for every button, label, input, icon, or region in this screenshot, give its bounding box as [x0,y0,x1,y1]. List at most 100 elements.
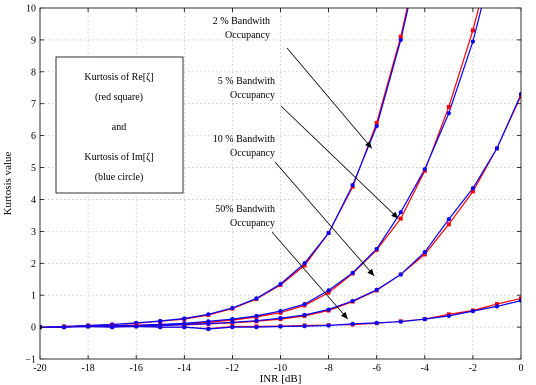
series-im-point [398,210,403,215]
series-im-point [230,317,235,322]
series-im-point [326,307,331,312]
series-im-point [374,320,379,326]
series-im-point [254,313,259,319]
series-im-point [61,324,67,330]
series-im-point [374,123,379,129]
series-im-point [278,324,283,329]
y-tick-label: 10 [26,4,36,15]
annotation-arrow-head [391,211,399,219]
x-tick-label: 0 [519,363,524,374]
series-im-point [158,324,163,330]
series-im-point [134,324,139,329]
series-im-point [206,321,211,326]
series-im-point [470,39,475,44]
annotation-arrow-line [274,161,375,277]
series-im-point [110,324,115,330]
x-tick-label: -2 [469,363,477,374]
y-tick-label: 7 [31,99,36,110]
series-im-point [278,316,283,321]
series-group-3 [40,296,521,332]
series-im-point [494,304,500,309]
annotation-arrow-head [341,311,348,320]
series-im-point [302,312,307,318]
legend-line-4: Kurtosis of Im[ζ] [84,152,153,163]
y-axis-label: Kurtosis value [2,151,14,215]
y-tick-label: 9 [31,35,36,46]
series-im-point [254,324,259,330]
series-im-point [278,309,283,314]
y-tick-label: 0 [31,323,36,334]
series-re-point [326,290,331,295]
series-im-point [182,316,187,321]
axis-ticks: -20 -18 -16 -14 -12 -10 -8 -6 -4 -2 0−101234567891… [25,4,523,375]
x-tick-label: -4 [421,363,429,374]
series-im-point [422,317,427,322]
annotation-2pct-line-2: Occupancy [225,30,270,41]
series-re-point [470,28,475,33]
series-im-point [302,324,307,329]
series-im-point [302,302,307,307]
series-im-point [350,321,355,326]
x-tick-label: -12 [226,363,239,374]
legend-line-2: (red square) [95,92,143,103]
series-im-point [206,326,211,332]
y-tick-label: 5 [31,163,36,174]
series-re-point [302,263,307,268]
annotation-arrow-head [365,141,372,149]
series-re-point [446,222,451,227]
x-tick-label: -20 [33,363,46,374]
series-im-point [326,230,331,236]
series-im-point [230,324,235,330]
series-im-point [350,298,355,304]
series-im-point [230,305,235,311]
y-tick-label: −1 [25,355,36,366]
annotation-arrow-head [367,268,375,276]
plot-area [40,8,521,332]
annotation-5pct-line-2: Occupancy [230,90,275,101]
series-im-point [254,296,259,301]
annotation-5pct-line-1: 5 % Bandwith [218,76,275,87]
legend-line-5: (blue circle) [95,172,144,183]
series-im-point [518,92,521,97]
y-tick-label: 8 [31,67,36,78]
legend-line-3: and [112,122,126,133]
annotation-arrow-line [280,105,399,219]
annotation-arrows [271,47,399,320]
series-im-point [350,270,355,275]
series-re-point [494,302,499,307]
series-re-point [470,189,475,194]
x-tick-label: -6 [373,363,381,374]
x-tick-label: -18 [81,363,94,374]
series-re-point [422,252,427,257]
y-tick-label: 3 [31,227,36,238]
series-re-point [398,216,403,221]
x-tick-label: -16 [130,363,143,374]
y-tick-label: 2 [31,259,36,270]
annotation-arrow-line [271,231,349,320]
legend-frame [55,56,184,194]
series-im-point [182,324,187,330]
series-im-point [422,167,427,172]
series-im-point [302,261,307,266]
y-tick-label: 6 [31,131,36,142]
x-tick-label: -10 [274,363,287,374]
legend-line-1: Kurtosis of Re[ζ] [84,72,153,83]
series-re-point [398,34,403,39]
series-im-point [518,298,521,303]
annotations: 2 % Bandwith Occupancy 5 % Bandwith Occu… [213,16,275,229]
series-im-point [398,37,403,43]
series-im-point [446,111,451,116]
series-im-point [470,309,475,314]
series-im-point [206,312,211,317]
series-im-point [350,182,355,188]
series-im-point [374,287,379,292]
series-re-point [519,296,521,301]
annotation-50pct-line-1: 50% Bandwith [215,204,275,215]
series-im-point [254,318,259,323]
x-tick-label: -14 [178,363,191,374]
legend-box: Kurtosis of Re[ζ] (red square) and Kurto… [55,56,184,194]
annotation-arrow-line [286,47,373,149]
series-im-point [326,288,331,293]
annotation-2pct-line-1: 2 % Bandwith [213,16,270,27]
series-im-point [86,324,91,329]
